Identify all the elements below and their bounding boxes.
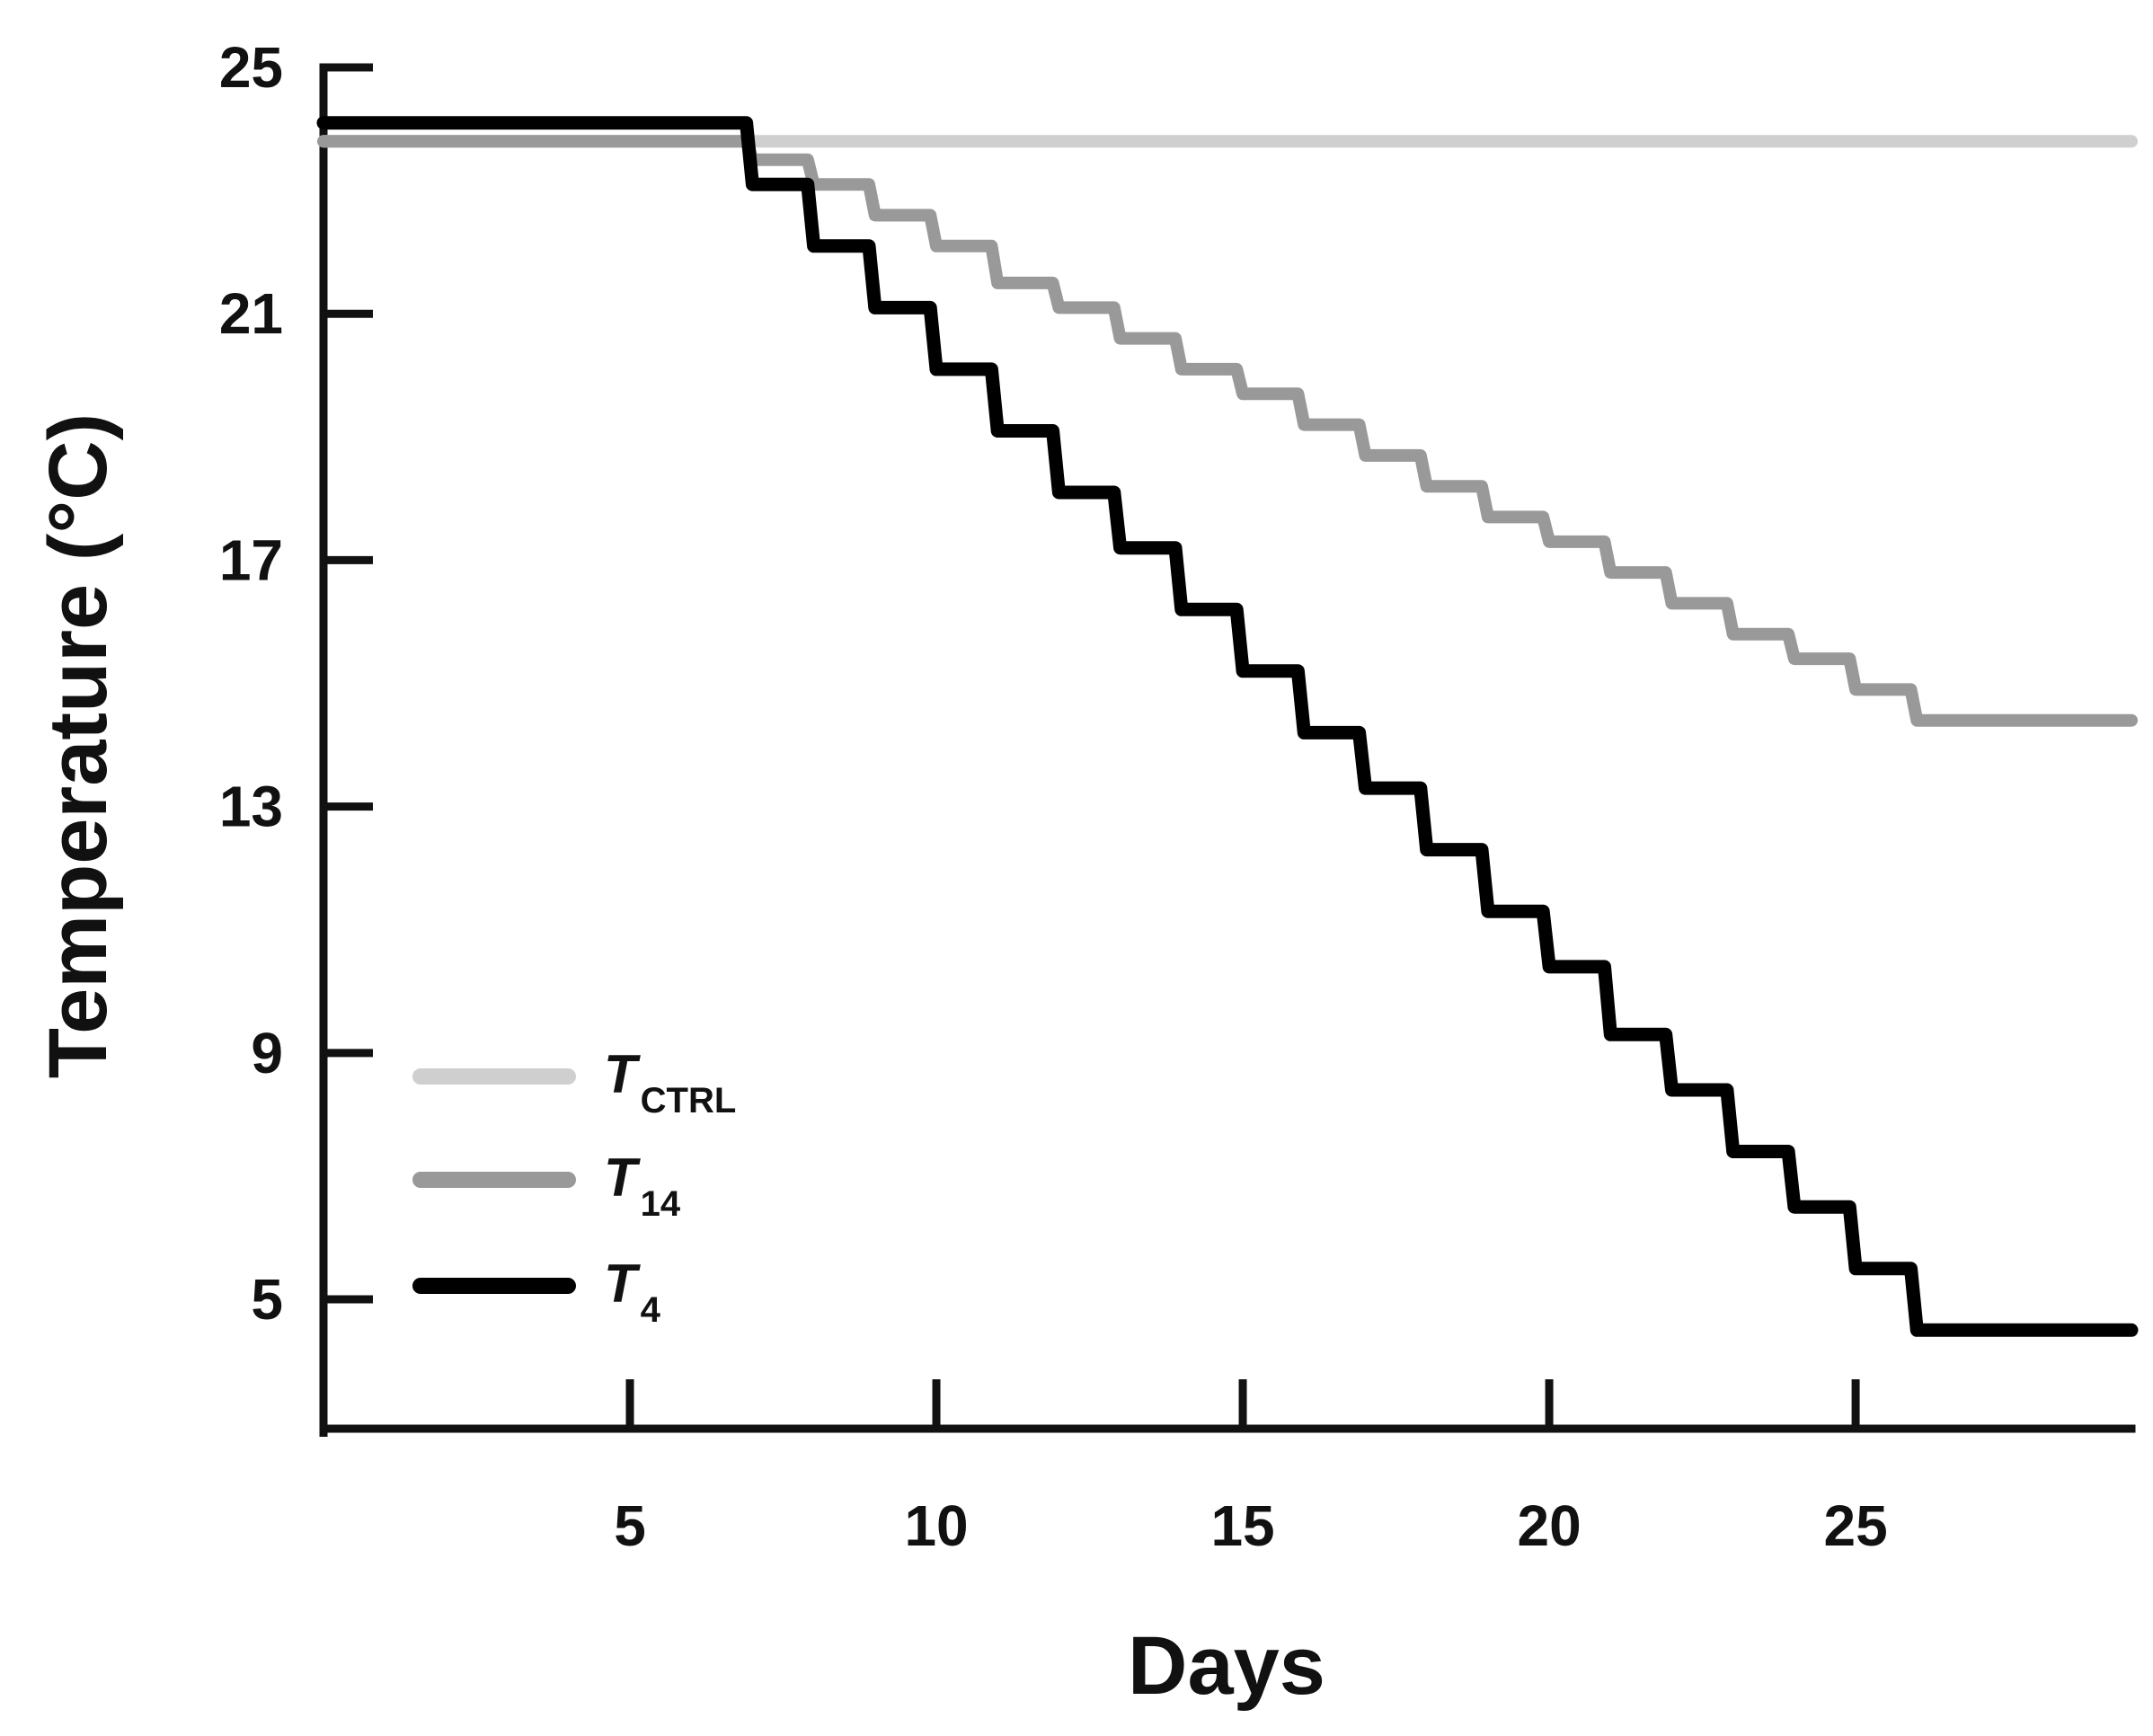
y-tick-label: 13 <box>219 775 283 839</box>
x-tick-label: 10 <box>904 1493 968 1558</box>
x-tick-label: 5 <box>614 1493 646 1558</box>
y-axis-title: Temperature (°C) <box>32 413 124 1079</box>
legend-label-t-ctrl: T CTRL <box>604 1044 736 1120</box>
y-tick-label: 9 <box>251 1021 283 1085</box>
y-tick-label: 25 <box>219 35 283 100</box>
legend: T CTRL T 14 T 4 <box>412 1044 736 1330</box>
series-group <box>316 116 2139 1337</box>
y-tick-label: 21 <box>219 281 283 346</box>
legend-label-t-14: T 14 <box>604 1147 681 1224</box>
y-tick-label: 5 <box>251 1267 283 1332</box>
axes: 5 9 13 17 21 25 5 10 15 20 25 <box>219 35 2136 1558</box>
x-axis-title: Days <box>1128 1620 1325 1712</box>
x-tick-label: 15 <box>1210 1493 1274 1558</box>
series-line-t-14 <box>317 135 2138 727</box>
x-tick-label: 20 <box>1517 1493 1581 1558</box>
x-tick-label: 25 <box>1823 1493 1887 1558</box>
y-tick-label: 17 <box>219 527 283 592</box>
series-line-t-4 <box>316 116 2139 1337</box>
